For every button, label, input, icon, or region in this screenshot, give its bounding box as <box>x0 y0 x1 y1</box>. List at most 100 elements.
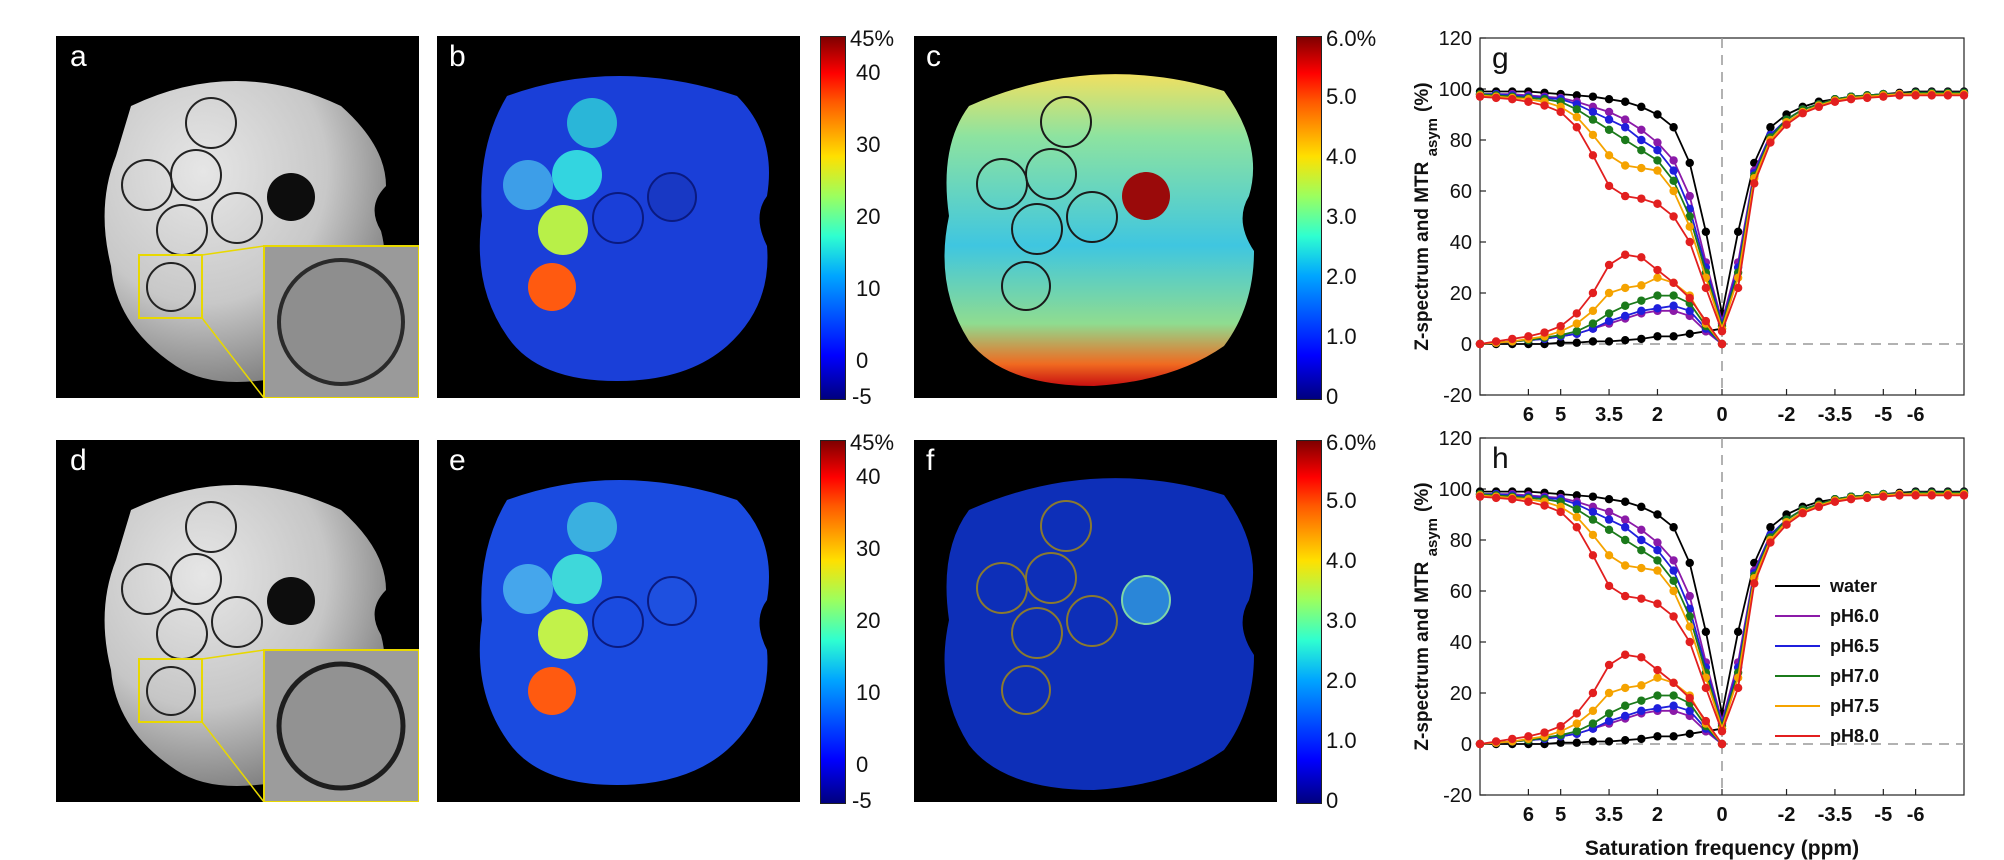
z-spectrum-point <box>1637 135 1646 145</box>
z-spectrum-point <box>1669 156 1678 165</box>
z-spectrum-point <box>1604 95 1614 104</box>
z-spectrum-point <box>1814 502 1823 512</box>
z-spectrum-point <box>1653 510 1662 519</box>
z-spectrum-point <box>1572 491 1581 500</box>
mtr-asym-line <box>1480 327 1723 345</box>
mtr-asym-point <box>1508 734 1517 744</box>
mtr-asym-point <box>1524 332 1533 341</box>
z-spectrum-point <box>1863 493 1872 503</box>
legend-label: pH7.0 <box>1830 666 1879 686</box>
z-spectrum-point <box>1911 91 1920 100</box>
z-spectrum-point <box>1621 515 1630 524</box>
mtr-asym-point <box>1475 339 1485 349</box>
y-tick-label: 80 <box>1450 130 1472 152</box>
z-spectrum-point <box>1572 512 1581 522</box>
z-spectrum-point <box>1733 683 1743 693</box>
z-spectrum-point <box>1604 181 1614 191</box>
x-tick-label: -5 <box>1874 804 1892 826</box>
x-tick-label: 2 <box>1652 404 1663 426</box>
mtr-asym-point <box>1604 309 1614 318</box>
x-tick-label: -3.5 <box>1818 404 1852 426</box>
mtr-asym-point <box>1637 296 1646 305</box>
panel-a-image: a <box>56 36 420 399</box>
z-spectrum-point <box>1814 102 1823 112</box>
y-tick-label: 40 <box>1450 232 1472 254</box>
mtr-asym-point <box>1572 727 1581 736</box>
z-spectrum-point <box>1621 591 1630 601</box>
mtr-asym-point <box>1621 283 1630 293</box>
y-tick-label: 0 <box>1461 734 1472 756</box>
mtr-asym-point <box>1669 701 1678 710</box>
mtr-asym-point <box>1588 319 1598 328</box>
z-spectrum-point <box>1653 556 1662 565</box>
y-tick-label: 120 <box>1439 28 1472 50</box>
z-spectrum-point <box>1830 497 1840 506</box>
mtr-asym-point <box>1685 293 1694 303</box>
mtr-asym-point <box>1653 673 1662 682</box>
z-spectrum-point <box>1798 109 1807 118</box>
mtr-asym-point <box>1653 265 1662 275</box>
z-spectrum-point <box>1943 91 1953 100</box>
mtr-asym-point <box>1604 688 1614 698</box>
legend-label: pH6.0 <box>1830 606 1879 626</box>
colorbar-tick: 6.0% <box>1326 430 1377 455</box>
mtr-map-e <box>479 480 769 785</box>
z-spectrum-point <box>1604 581 1614 591</box>
z-spectrum-point <box>1846 495 1856 504</box>
mtr-asym-point <box>1604 260 1614 270</box>
z-spectrum-point <box>1540 101 1549 110</box>
mtr-asym-point <box>1540 328 1549 337</box>
mtr-asym-point <box>1588 688 1598 698</box>
y-tick-label: 120 <box>1439 428 1472 450</box>
y-axis-label: Z-spectrum and MTR asym(%) <box>1412 82 1441 350</box>
z-spectrum-point <box>1959 491 1969 500</box>
z-spectrum-point <box>1669 212 1678 221</box>
mtr-asym-point <box>1701 716 1711 726</box>
z-spectrum-point <box>1556 507 1565 517</box>
mtr-asym-point <box>1475 739 1485 749</box>
z-spectrum-point <box>1653 199 1662 208</box>
colorbar-tick: 1.0 <box>1326 324 1357 349</box>
z-spectrum-point <box>1879 492 1888 501</box>
y-tick-label: -20 <box>1443 385 1472 407</box>
z-spectrum-point <box>1653 156 1662 165</box>
z-spectrum-point <box>1733 227 1743 236</box>
z-spectrum-point <box>1621 523 1630 532</box>
z-spectrum-point <box>1572 523 1581 532</box>
z-spectrum-point <box>1572 112 1581 122</box>
z-spectrum-point <box>1572 91 1581 100</box>
mtr-asym-point <box>1621 311 1630 321</box>
z-spectrum-point <box>1604 515 1614 524</box>
z-spectrum-point <box>1588 507 1598 517</box>
y-tick-label: 40 <box>1450 632 1472 654</box>
legend: water pH6.0 pH6.5 pH7.0 pH7.5 pH8.0 <box>1775 576 1879 746</box>
mtr-asym-point <box>1572 338 1581 347</box>
mtr-asym-point <box>1637 734 1646 744</box>
z-spectrum-point <box>1959 91 1969 100</box>
z-spectrum-point <box>1588 515 1598 524</box>
z-spectrum-point <box>1508 495 1517 504</box>
mtr-asym-point <box>1572 719 1581 728</box>
mtr-asym-point <box>1621 711 1630 721</box>
mtr-asym-point <box>1621 683 1630 693</box>
mtr-asym-point <box>1669 291 1678 300</box>
z-spectrum-point <box>1604 151 1614 160</box>
z-spectrum-point <box>1685 237 1694 247</box>
colorbar-tick: 20 <box>856 204 881 229</box>
y-tick-label: 20 <box>1450 283 1472 305</box>
mtr-asym-point <box>1588 288 1598 298</box>
mtr-asym-point <box>1637 681 1646 690</box>
x-tick-label: 0 <box>1716 804 1727 826</box>
mtr-asym-point <box>1604 660 1614 670</box>
x-tick-label: -6 <box>1907 804 1925 826</box>
x-tick-label: 3.5 <box>1595 804 1623 826</box>
z-spectrum-point <box>1685 591 1694 601</box>
z-spectrum-point <box>1701 283 1711 293</box>
z-spectrum-point <box>1475 92 1485 101</box>
panel-label-f: f <box>926 444 935 477</box>
mtr-asym-point <box>1669 732 1678 741</box>
mtr-asym-point <box>1637 253 1646 262</box>
z-spectrum-point <box>1572 505 1581 514</box>
colorbar-tick: -5 <box>852 384 872 409</box>
